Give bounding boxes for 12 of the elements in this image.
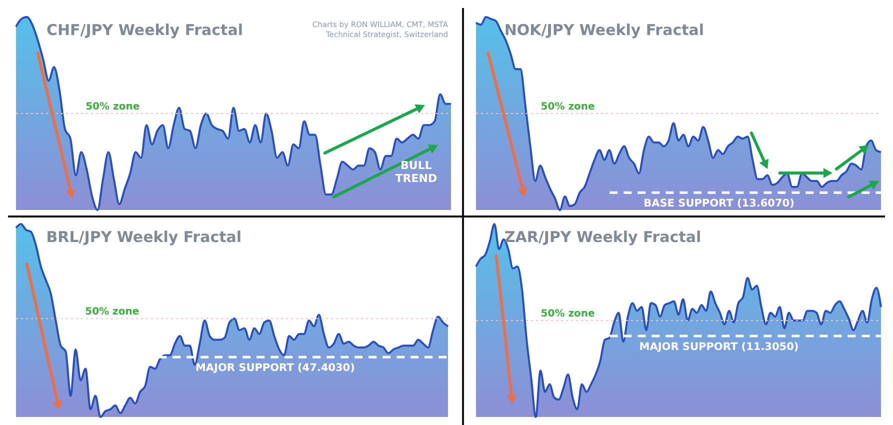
ref-line-label: 50% zone — [540, 308, 596, 320]
ref-line-label: BASE SUPPORT (13.6070) — [644, 198, 794, 210]
ref-line-label: MAJOR SUPPORT (11.3050) — [639, 340, 799, 353]
ref-line-label: 50% zone — [86, 102, 140, 112]
ref-line-label: MAJOR SUPPORT (47.4030) — [195, 362, 355, 374]
annotation: BULL TREND — [395, 159, 438, 185]
chart-title: BRL/JPY Weekly Fractal — [46, 228, 242, 246]
chart-title: NOK/JPY Weekly Fractal — [504, 21, 704, 39]
ref-line-label: 50% zone — [85, 306, 140, 318]
chart-title: CHF/JPY Weekly Fractal — [46, 21, 244, 39]
chart-title: ZAR/JPY Weekly Fractal — [504, 228, 702, 246]
ref-line-label: 50% zone — [540, 102, 596, 112]
